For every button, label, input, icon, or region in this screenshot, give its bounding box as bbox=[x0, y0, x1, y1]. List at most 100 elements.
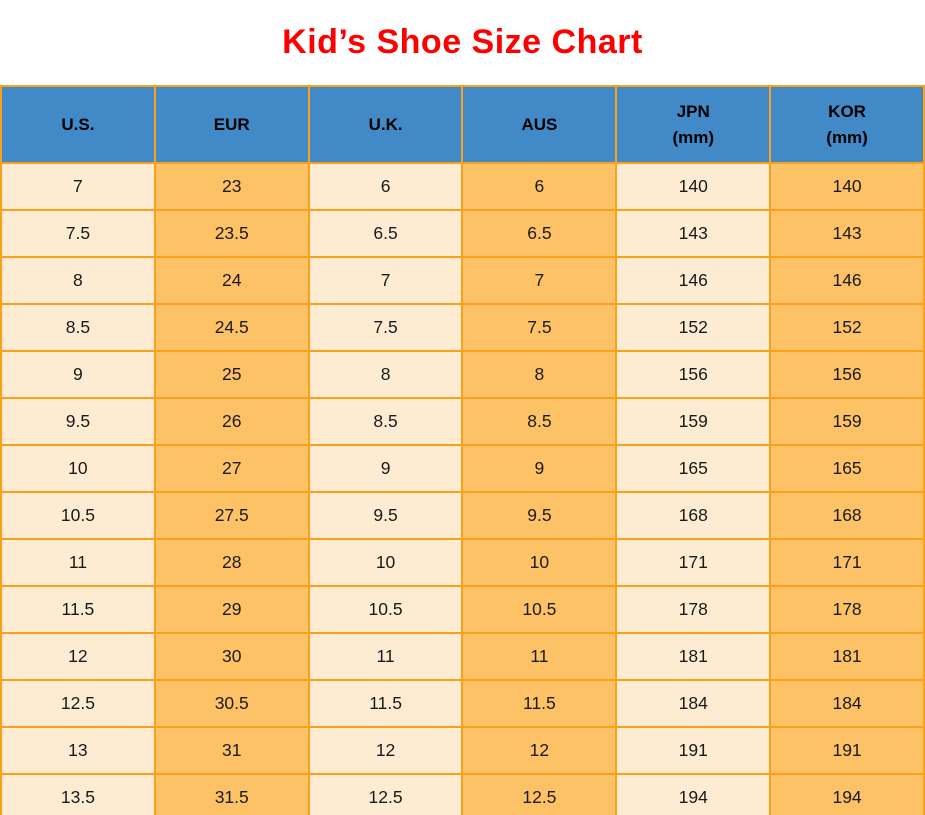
table-cell: 10.5 bbox=[461, 585, 618, 634]
column-unit-label: (mm) bbox=[672, 127, 714, 147]
table-cell: 11 bbox=[0, 538, 156, 587]
table-row: 7.5 23.5 6.5 6.5 143 143 bbox=[0, 209, 925, 258]
table-row: 10.5 27.5 9.5 9.5 168 168 bbox=[0, 491, 925, 540]
table-cell: 6.5 bbox=[307, 209, 464, 258]
table-cell: 194 bbox=[615, 773, 772, 815]
table-cell: 178 bbox=[769, 585, 925, 634]
header-row: U.S. EUR U.K. AUS JPN (mm) KOR (mm) bbox=[0, 85, 925, 164]
table-row: 8 24 7 7 146 146 bbox=[0, 256, 925, 305]
table-cell: 165 bbox=[769, 444, 925, 493]
table-cell: 143 bbox=[769, 209, 925, 258]
table-cell: 6.5 bbox=[461, 209, 618, 258]
table-row: 8.5 24.5 7.5 7.5 152 152 bbox=[0, 303, 925, 352]
table-cell: 23.5 bbox=[153, 209, 310, 258]
table-cell: 29 bbox=[153, 585, 310, 634]
table-cell: 156 bbox=[769, 350, 925, 399]
column-label: KOR bbox=[828, 101, 866, 121]
table-cell: 184 bbox=[615, 679, 772, 728]
table-row: 7 23 6 6 140 140 bbox=[0, 162, 925, 211]
column-label: U.S. bbox=[61, 114, 95, 134]
table-cell: 146 bbox=[769, 256, 925, 305]
table-cell: 7 bbox=[0, 162, 156, 211]
table-cell: 25 bbox=[153, 350, 310, 399]
table-cell: 191 bbox=[615, 726, 772, 775]
table-cell: 8 bbox=[307, 350, 464, 399]
table-cell: 7 bbox=[307, 256, 464, 305]
table-cell: 181 bbox=[769, 632, 925, 681]
table-cell: 168 bbox=[769, 491, 925, 540]
shoe-size-table: U.S. EUR U.K. AUS JPN (mm) KOR (mm) 7 23 6 6 140 140… bbox=[0, 85, 925, 815]
table-cell: 9.5 bbox=[0, 397, 156, 446]
table-row: 11.5 29 10.5 10.5 178 178 bbox=[0, 585, 925, 634]
table-cell: 165 bbox=[615, 444, 772, 493]
table-cell: 12.5 bbox=[307, 773, 464, 815]
column-unit-label: (mm) bbox=[826, 127, 868, 147]
table-cell: 191 bbox=[769, 726, 925, 775]
table-cell: 10 bbox=[0, 444, 156, 493]
column-label: AUS bbox=[521, 114, 558, 134]
table-cell: 156 bbox=[615, 350, 772, 399]
table-cell: 10.5 bbox=[307, 585, 464, 634]
table-cell: 31.5 bbox=[153, 773, 310, 815]
table-body: 7 23 6 6 140 140 7.5 23.5 6.5 6.5 143 143 8 24 7 7 146 14… bbox=[0, 162, 925, 815]
page-title: Kid’s Shoe Size Chart bbox=[282, 23, 643, 61]
table-header: U.S. EUR U.K. AUS JPN (mm) KOR (mm) bbox=[0, 85, 925, 164]
table-cell: 7.5 bbox=[307, 303, 464, 352]
column-header-aus: AUS bbox=[461, 85, 618, 164]
table-cell: 10.5 bbox=[0, 491, 156, 540]
table-cell: 23 bbox=[153, 162, 310, 211]
table-row: 11 28 10 10 171 171 bbox=[0, 538, 925, 587]
table-cell: 140 bbox=[615, 162, 772, 211]
table-cell: 159 bbox=[769, 397, 925, 446]
table-cell: 146 bbox=[615, 256, 772, 305]
table-cell: 11.5 bbox=[0, 585, 156, 634]
table-cell: 194 bbox=[769, 773, 925, 815]
table-cell: 9 bbox=[307, 444, 464, 493]
table-cell: 171 bbox=[769, 538, 925, 587]
table-cell: 152 bbox=[615, 303, 772, 352]
table-cell: 27 bbox=[153, 444, 310, 493]
table-cell: 24 bbox=[153, 256, 310, 305]
table-cell: 13.5 bbox=[0, 773, 156, 815]
table-cell: 181 bbox=[615, 632, 772, 681]
column-header-us: U.S. bbox=[0, 85, 156, 164]
column-header-eur: EUR bbox=[153, 85, 310, 164]
table-cell: 8.5 bbox=[0, 303, 156, 352]
column-header-jpn: JPN (mm) bbox=[615, 85, 772, 164]
table-cell: 31 bbox=[153, 726, 310, 775]
table-cell: 30.5 bbox=[153, 679, 310, 728]
table-row: 13 31 12 12 191 191 bbox=[0, 726, 925, 775]
table-cell: 9.5 bbox=[307, 491, 464, 540]
table-cell: 178 bbox=[615, 585, 772, 634]
table-cell: 9 bbox=[0, 350, 156, 399]
table-cell: 8 bbox=[461, 350, 618, 399]
table-cell: 12 bbox=[461, 726, 618, 775]
column-label: U.K. bbox=[368, 114, 403, 134]
table-cell: 7.5 bbox=[461, 303, 618, 352]
column-header-kor: KOR (mm) bbox=[769, 85, 925, 164]
table-cell: 13 bbox=[0, 726, 156, 775]
table-cell: 9 bbox=[461, 444, 618, 493]
table-cell: 11.5 bbox=[461, 679, 618, 728]
table-cell: 6 bbox=[461, 162, 618, 211]
table-row: 12.5 30.5 11.5 11.5 184 184 bbox=[0, 679, 925, 728]
table-cell: 10 bbox=[461, 538, 618, 587]
table-cell: 12.5 bbox=[0, 679, 156, 728]
shoe-size-table-container: U.S. EUR U.K. AUS JPN (mm) KOR (mm) 7 23 6 6 140 140… bbox=[0, 85, 925, 815]
table-cell: 12 bbox=[0, 632, 156, 681]
table-cell: 7.5 bbox=[0, 209, 156, 258]
table-cell: 8.5 bbox=[461, 397, 618, 446]
table-cell: 12 bbox=[307, 726, 464, 775]
table-cell: 159 bbox=[615, 397, 772, 446]
table-row: 10 27 9 9 165 165 bbox=[0, 444, 925, 493]
table-cell: 184 bbox=[769, 679, 925, 728]
table-row: 9.5 26 8.5 8.5 159 159 bbox=[0, 397, 925, 446]
table-cell: 11 bbox=[307, 632, 464, 681]
table-cell: 27.5 bbox=[153, 491, 310, 540]
table-cell: 30 bbox=[153, 632, 310, 681]
table-cell: 152 bbox=[769, 303, 925, 352]
table-cell: 12.5 bbox=[461, 773, 618, 815]
column-header-uk: U.K. bbox=[307, 85, 464, 164]
table-cell: 8.5 bbox=[307, 397, 464, 446]
table-cell: 24.5 bbox=[153, 303, 310, 352]
